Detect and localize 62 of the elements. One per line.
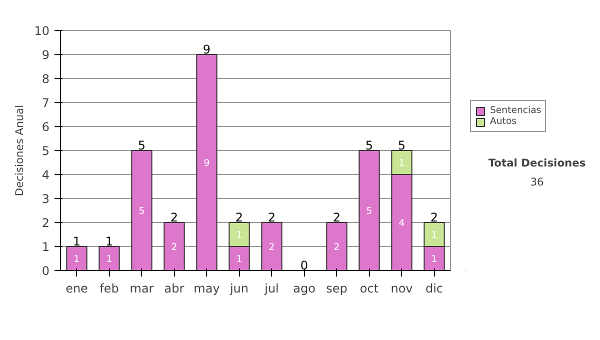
text: 36 [530,175,544,188]
y-tick-label: 10 [34,24,50,38]
y-tick-label: 5 [42,144,50,158]
x-tick-label: nov [390,282,413,296]
data-label: 2 [268,242,275,253]
y-tick-label: 4 [42,168,50,182]
data-label: 5 [366,206,372,217]
x-tick-label: oct [360,282,379,296]
bar [196,54,218,270]
total-label: 9 [202,42,211,56]
data-label: 1 [398,158,405,169]
x-tick-label: ene [66,282,88,296]
x-tick-label: sep [326,282,348,296]
data-label: 1 [106,254,112,265]
total-label: 2 [170,210,178,224]
y-tick-label: 8 [42,72,50,86]
total-label: 2 [268,210,276,224]
total-label: 5 [398,138,406,152]
y-tick-label: 0 [42,264,50,278]
total-label: 1 [105,234,114,248]
x-tick-label: mar [130,282,154,296]
data-label: 2 [171,242,178,253]
total-label: 2 [332,210,341,224]
data-label: 1 [236,254,242,265]
x-tick-label: abr [164,282,184,296]
data-label: 1 [236,230,242,241]
data-label: 5 [138,206,145,217]
text: Total Decisiones [488,156,586,170]
bar [358,150,380,270]
y-tick-label: 9 [42,48,50,62]
total-label: 1 [72,234,81,248]
total-label: 2 [235,210,244,224]
y-tick-label: 3 [42,192,50,206]
bar [164,222,185,270]
total-label: 5 [138,138,146,152]
bar [131,150,152,270]
total-label: 5 [365,138,374,152]
x-tick-label: dic [425,282,444,296]
data-label: 1 [431,254,438,265]
legend-label: Autos [490,116,517,127]
y-tick-label: 6 [42,120,50,134]
legend-label: Sentencias [490,105,542,116]
data-label: 2 [334,242,340,253]
y-axis-title: Decisiones Anual [13,104,26,196]
bar [326,222,348,270]
total-label: 0 [300,258,308,272]
x-tick-label: jul [264,282,279,296]
x-tick-label: feb [100,282,119,296]
bar [66,246,88,270]
total-label: 2 [430,210,438,224]
data-label: 4 [398,218,405,229]
data-label: 1 [74,254,80,265]
x-tick-label: may [194,282,220,296]
x-tick-label: ago [293,282,316,296]
x-tick-label: jun [228,282,249,296]
bar [98,246,120,270]
y-tick-label: 2 [42,216,50,230]
y-tick-label: 1 [42,240,50,254]
data-label: 9 [204,158,210,169]
y-tick-label: 7 [42,96,50,110]
data-label: 1 [431,230,438,241]
bar [261,222,282,270]
